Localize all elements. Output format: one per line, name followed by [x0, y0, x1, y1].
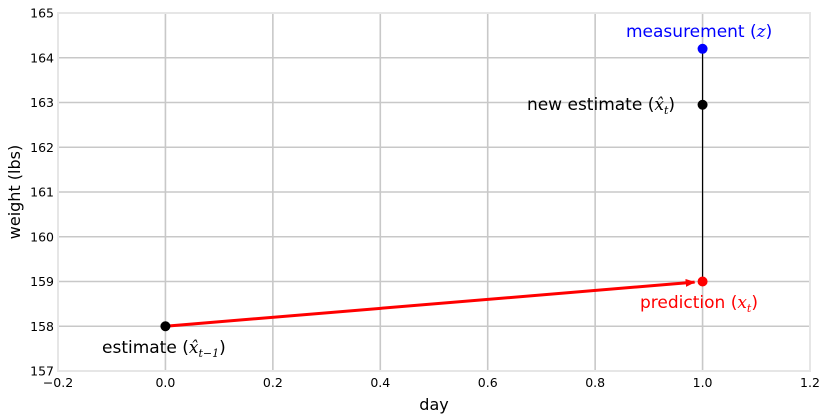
labels: estimate (x̂t−1) prediction (xt) measureme…	[102, 22, 772, 360]
x-tick-label: 1.2	[800, 375, 820, 390]
y-tick-label: 165	[30, 6, 54, 21]
x-tick-label: 0.8	[585, 375, 605, 390]
estimate-point	[160, 321, 171, 332]
x-tick-label: −0.2	[43, 375, 73, 390]
measurement-point	[697, 43, 708, 54]
y-tick-label: 160	[30, 229, 54, 244]
new-estimate-point	[697, 99, 708, 110]
y-tick-label: 157	[30, 364, 54, 379]
measurement-label: measurement (z)	[626, 22, 772, 42]
y-tick-label: 158	[30, 319, 54, 334]
x-tick-label: 0.6	[478, 375, 498, 390]
y-tick-label: 159	[30, 274, 54, 289]
prediction-point	[697, 276, 708, 287]
new-estimate-label: new estimate (x̂t)	[527, 95, 675, 117]
y-axis-title: weight (lbs)	[5, 145, 24, 239]
estimate-label: estimate (x̂t−1)	[102, 338, 226, 360]
y-tick-label: 164	[30, 50, 54, 65]
prediction-label: prediction (xt)	[640, 293, 758, 315]
x-axis-title: day	[419, 395, 448, 414]
y-tick-label: 162	[30, 140, 54, 155]
x-tick-label: 1.0	[693, 375, 713, 390]
y-tick-label: 161	[30, 185, 54, 200]
plot-frame	[57, 12, 811, 372]
x-tick-label: 0.2	[263, 375, 283, 390]
prediction-arrow	[165, 278, 696, 328]
x-tick-label: 0.4	[370, 375, 390, 390]
marks	[160, 43, 708, 332]
x-tick-label: 0.0	[155, 375, 175, 390]
y-tick-label: 163	[30, 95, 54, 110]
ticks: −0.2 0.0 0.2 0.4 0.6 0.8 1.0 1.2 157 158 159 160 161…	[30, 6, 820, 391]
